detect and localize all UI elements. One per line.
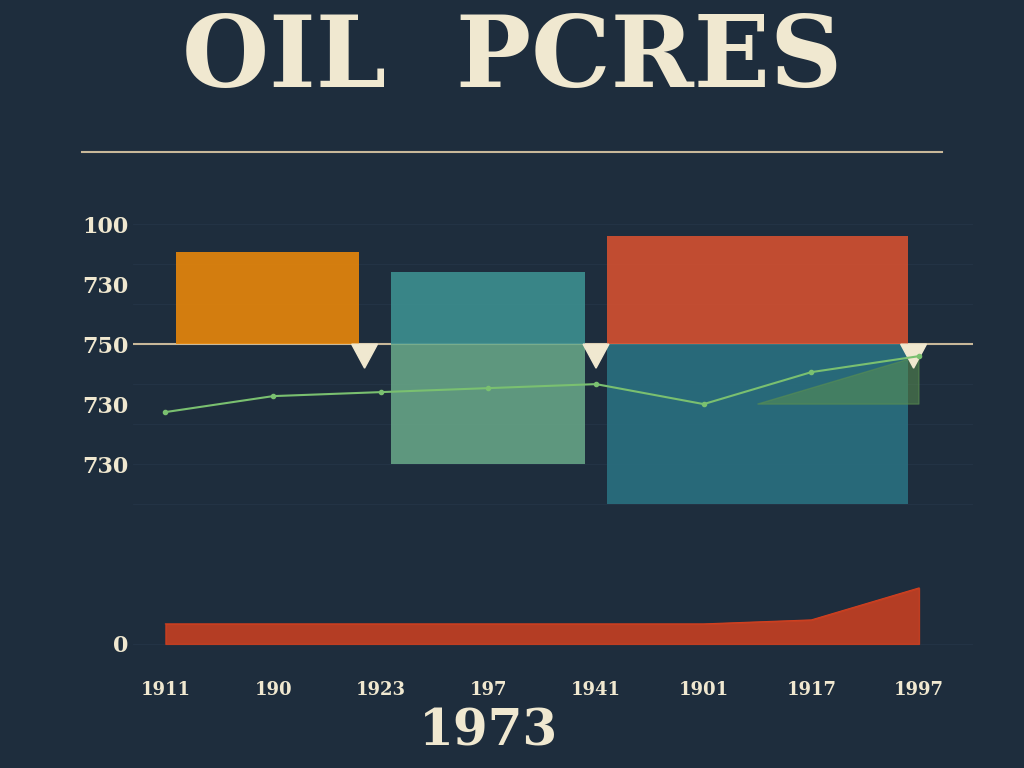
Polygon shape — [583, 344, 609, 368]
Bar — [607, 344, 908, 504]
Bar — [607, 237, 908, 344]
Polygon shape — [758, 356, 919, 404]
Bar — [176, 252, 359, 344]
Polygon shape — [901, 344, 927, 368]
Bar — [391, 272, 586, 344]
Bar — [391, 344, 586, 464]
Text: OIL  PCRES: OIL PCRES — [182, 11, 842, 108]
Polygon shape — [351, 344, 378, 368]
Text: 1973: 1973 — [419, 708, 558, 756]
